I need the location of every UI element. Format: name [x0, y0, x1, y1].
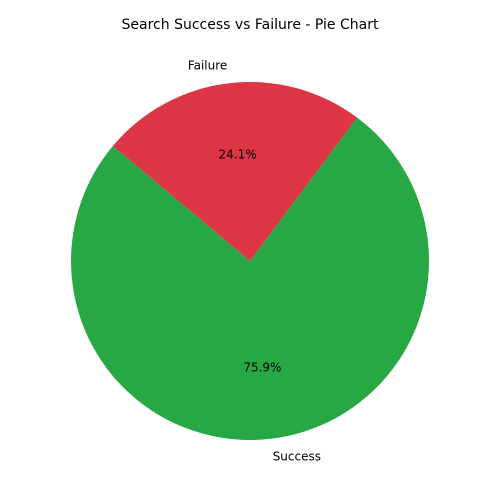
percent-label-success: 75.9% [243, 361, 281, 375]
pie-labels: Success 75.9% Failure 24.1% [188, 58, 321, 463]
chart-title: Search Success vs Failure - Pie Chart [122, 17, 379, 33]
pie-slice-failure [112, 81, 358, 261]
pie-slice-success [71, 117, 430, 440]
pie-slices [71, 81, 430, 440]
percent-label-failure: 24.1% [219, 147, 257, 161]
slice-label-success: Success [273, 450, 321, 464]
slice-label-failure: Failure [188, 58, 227, 72]
